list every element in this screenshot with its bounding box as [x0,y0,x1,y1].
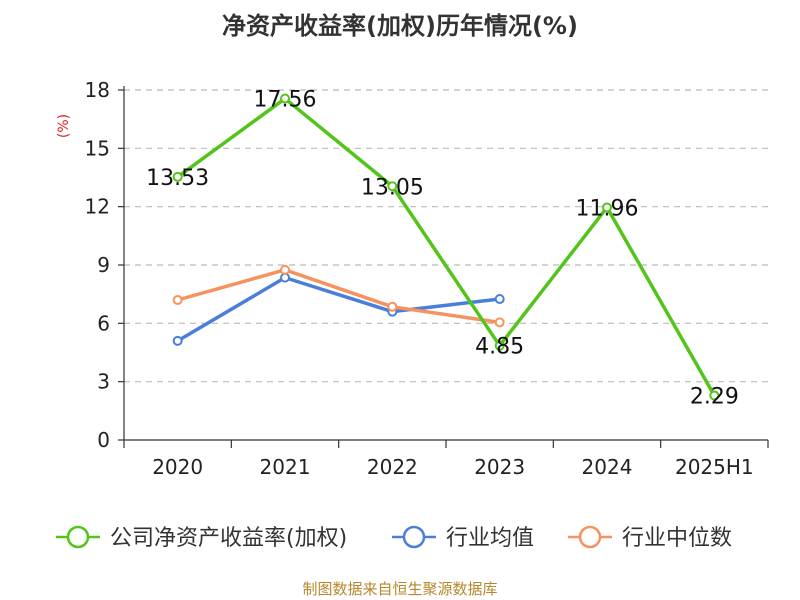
legend[interactable]: 公司净资产收益率(加权) 行业均值 行业中位数 [56,525,732,551]
source-note: 制图数据来自恒生聚源数据库 [302,580,497,598]
data-point[interactable] [602,202,612,213]
x-tick-label: 2020 [152,455,203,479]
data-point[interactable] [387,181,398,192]
gridlines [124,89,768,383]
series-lines [172,93,720,401]
x-tick-label: 2023 [474,455,525,479]
data-label: 11.96 [576,196,639,221]
y-tick-label: 18 [85,78,110,102]
data-label: 2.29 [690,384,739,409]
x-tick-label: 2022 [367,455,418,479]
y-axis-label: (%) [56,114,72,138]
data-point[interactable] [494,317,505,328]
series-line-1 [176,275,500,343]
data-label: 4.85 [475,335,524,360]
data-point[interactable] [172,171,183,182]
y-tick-label: 0 [97,428,110,452]
x-tick-label: 2025H1 [675,455,754,479]
data-label: 13.53 [146,166,209,191]
data-point[interactable] [494,294,505,305]
legend-item-0[interactable]: 公司净资产收益率(加权) [56,525,347,551]
data-point[interactable] [709,390,720,401]
chart-title: 净资产收益率(加权)历年情况(%) [222,12,578,40]
legend-label: 行业中位数 [622,526,732,551]
y-tick-label: 12 [85,195,110,219]
x-tick-label: 2024 [582,455,633,479]
data-point[interactable] [387,301,398,312]
y-tick-label: 3 [97,370,110,394]
legend-marker-icon [66,525,90,549]
y-tick-label: 6 [97,311,110,335]
legend-label: 公司净资产收益率(加权) [110,526,347,551]
data-point[interactable] [172,295,183,305]
legend-label: 行业均值 [446,526,534,551]
x-tick-label: 2021 [260,455,311,479]
data-label: 17.56 [254,88,317,113]
legend-item-2[interactable]: 行业中位数 [568,525,732,551]
legend-marker-icon [402,525,426,549]
data-labels: 13.53 17.56 13.05 4.85 11.96 2.29 [146,88,739,410]
series-line-0 [176,96,716,397]
axes: 0 3 6 9 12 15 18 2020 2021 2022 2023 2024 2025H1 [85,78,769,479]
data-point[interactable] [280,264,290,275]
y-tick-label: 15 [85,136,110,160]
data-point[interactable] [494,340,505,351]
legend-item-1[interactable]: 行业均值 [392,525,534,551]
series-line-2 [177,268,500,325]
data-point[interactable] [280,93,290,104]
data-label: 13.05 [361,175,424,200]
y-tick-label: 9 [97,253,110,277]
data-point[interactable] [172,335,183,346]
legend-marker-icon [578,525,602,549]
